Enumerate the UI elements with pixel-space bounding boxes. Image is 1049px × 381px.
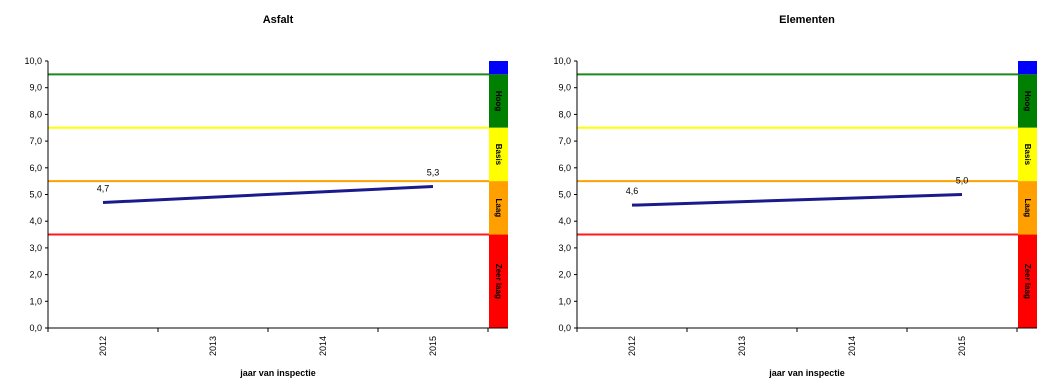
x-tick-label: 2014 xyxy=(318,336,328,356)
series-line xyxy=(631,193,963,207)
y-tick-label: 0,0 xyxy=(558,323,571,333)
x-axis-label: jaar van inspectie xyxy=(768,368,845,378)
y-tick-label: 1,0 xyxy=(558,296,571,306)
band-1 xyxy=(489,74,508,128)
chart-title: Elementen xyxy=(779,14,835,26)
x-tick-label: 2012 xyxy=(627,336,637,356)
y-tick-label: 7,0 xyxy=(29,136,42,146)
y-tick-label: 3,0 xyxy=(558,243,571,253)
band-0 xyxy=(489,61,508,75)
band-label: Hoog xyxy=(1023,91,1032,112)
y-tick-label: 4,0 xyxy=(29,216,42,226)
chart-panel-asfalt: Asfalt Hoog Basis Laag Zeer laag 0,0 1,0 2,0 3,0… xyxy=(0,0,520,381)
data-label: 5,3 xyxy=(427,167,440,177)
series-line xyxy=(102,184,434,205)
y-tick-label: 8,0 xyxy=(29,109,42,119)
y-tick-label: 2,0 xyxy=(29,270,42,280)
band-label: Basis xyxy=(494,144,503,166)
y-tick-label: 3,0 xyxy=(29,243,42,253)
band-0 xyxy=(1018,61,1037,75)
band-1 xyxy=(1018,74,1037,128)
y-tick-label: 10,0 xyxy=(553,56,571,66)
band-3 xyxy=(1018,181,1037,235)
y-tick-label: 6,0 xyxy=(558,163,571,173)
y-tick-label: 1,0 xyxy=(29,296,42,306)
x-tick-label: 2015 xyxy=(957,336,967,356)
x-tick-label: 2015 xyxy=(428,336,438,356)
y-tick-label: 5,0 xyxy=(558,190,571,200)
y-tick-label: 9,0 xyxy=(29,83,42,93)
y-tick-label: 8,0 xyxy=(558,109,571,119)
band-4 xyxy=(489,234,508,328)
band-4 xyxy=(1018,234,1037,328)
chart-panel-elementen: Elementen Hoog Basis Laag Zeer laag 0,0 1,0 2,0… xyxy=(529,0,1049,381)
x-tick-label: 2012 xyxy=(98,336,108,356)
data-label: 4,6 xyxy=(626,186,639,196)
y-tick-label: 2,0 xyxy=(558,270,571,280)
x-tick-label: 2013 xyxy=(208,336,218,356)
data-label: 5,0 xyxy=(956,176,969,186)
band-label: Zeer laag xyxy=(1023,264,1032,299)
elementen-chart: Elementen Hoog Basis Laag Zeer laag 0,0 1,0 2,0… xyxy=(553,14,1037,378)
x-axis-label: jaar van inspectie xyxy=(239,368,316,378)
data-label: 4,7 xyxy=(97,184,110,194)
band-label: Laag xyxy=(494,199,503,218)
band-label: Hoog xyxy=(494,91,503,112)
band-3 xyxy=(489,181,508,235)
chart-title: Asfalt xyxy=(263,14,294,26)
y-tick-label: 0,0 xyxy=(29,323,42,333)
y-tick-label: 4,0 xyxy=(558,216,571,226)
y-tick-label: 10,0 xyxy=(24,56,42,66)
band-label: Laag xyxy=(1023,199,1032,218)
asfalt-chart: Asfalt Hoog Basis Laag Zeer laag 0,0 1,0 2,0 3,0… xyxy=(24,14,508,378)
y-tick-label: 7,0 xyxy=(558,136,571,146)
y-tick-label: 6,0 xyxy=(29,163,42,173)
band-label: Zeer laag xyxy=(494,264,503,299)
band-label: Basis xyxy=(1023,144,1032,166)
x-tick-label: 2013 xyxy=(737,336,747,356)
y-tick-label: 9,0 xyxy=(558,83,571,93)
y-tick-label: 5,0 xyxy=(29,190,42,200)
band-2 xyxy=(489,127,508,182)
band-2 xyxy=(1018,127,1037,182)
x-tick-label: 2014 xyxy=(847,336,857,356)
